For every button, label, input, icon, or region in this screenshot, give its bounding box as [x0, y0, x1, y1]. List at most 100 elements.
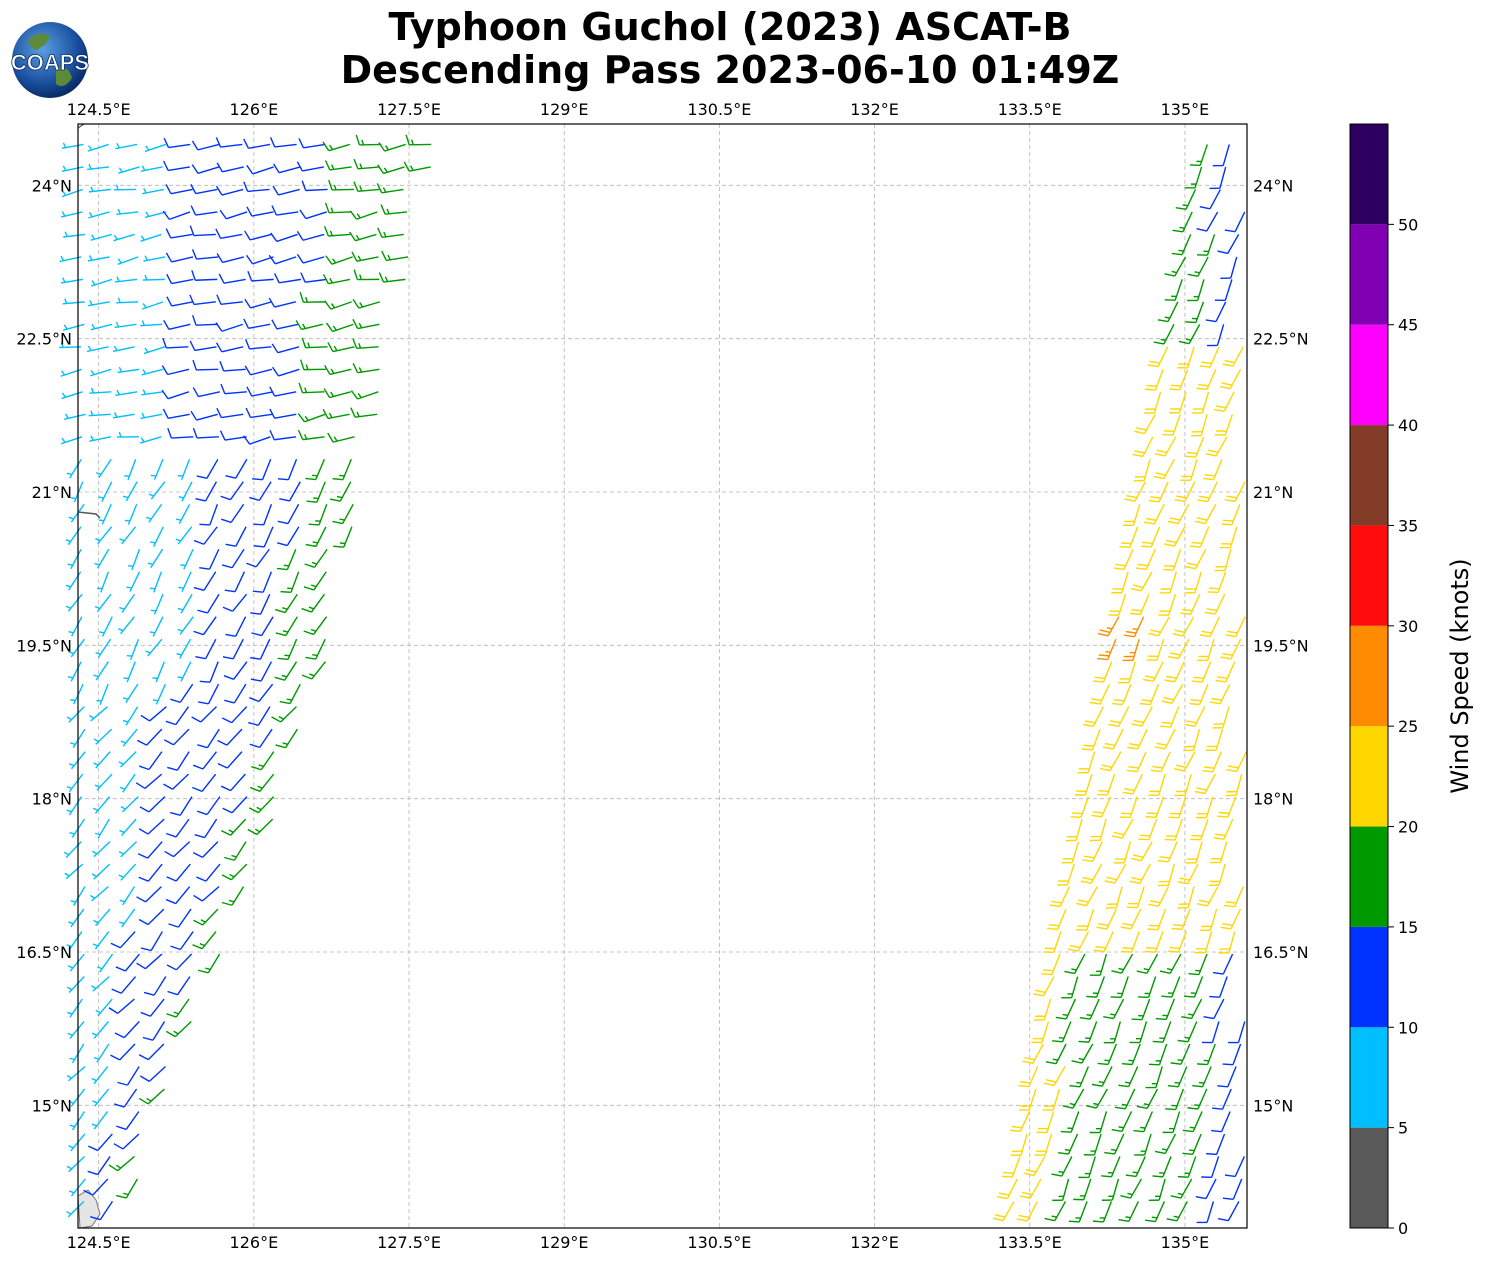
wind-barb	[193, 908, 219, 926]
wind-barb	[165, 886, 191, 905]
wind-barb	[1187, 279, 1205, 302]
colorbar-tick-label: 10	[1398, 1018, 1418, 1037]
wind-barb	[1061, 976, 1079, 999]
wind-barb	[197, 728, 220, 749]
wind-barb	[242, 435, 271, 445]
wind-barb	[1162, 414, 1181, 436]
wind-barb	[299, 209, 327, 220]
wind-barb	[243, 181, 270, 193]
map-gridlines	[78, 124, 1247, 1228]
wind-barb	[94, 548, 110, 569]
wind-barb	[225, 616, 247, 638]
wind-barb	[140, 165, 163, 172]
wind-barb	[111, 976, 137, 994]
wind-barb	[180, 548, 194, 570]
wind-barb	[66, 1155, 86, 1173]
wind-barb	[222, 796, 248, 814]
wind-barb	[250, 593, 271, 615]
wind-barb	[1148, 1043, 1168, 1066]
wind-barb	[1080, 863, 1103, 885]
wind-barb	[1185, 548, 1207, 570]
wind-barb	[162, 337, 189, 349]
wind-barb	[1119, 796, 1138, 819]
wind-barb	[143, 976, 167, 996]
wind-barb	[1192, 1066, 1212, 1088]
wind-barb	[274, 593, 298, 614]
wind-barb	[1147, 908, 1167, 931]
wind-barb	[301, 593, 325, 613]
wind-barb	[215, 228, 243, 239]
wind-barb	[92, 841, 111, 858]
wind-barb	[1189, 144, 1208, 167]
wind-barb	[116, 1111, 140, 1131]
wind-barb	[1197, 481, 1218, 503]
wind-barb	[190, 205, 218, 216]
wind-barb	[1157, 841, 1178, 863]
wind-barb	[1146, 638, 1165, 661]
wind-barb	[1213, 818, 1234, 840]
wind-barb	[1184, 571, 1202, 594]
wind-barb	[1049, 886, 1071, 908]
wind-barb	[138, 908, 165, 926]
wind-barb	[308, 504, 328, 526]
wind-barb	[65, 526, 82, 546]
wind-barb	[1195, 1178, 1217, 1200]
wind-barb	[1225, 616, 1246, 638]
lon-tick-label-top: 126°E	[230, 100, 279, 119]
wind-barb	[332, 503, 354, 525]
wind-barb	[1133, 1111, 1154, 1133]
wind-barb	[268, 297, 297, 308]
wind-barb	[219, 430, 247, 441]
wind-barb	[150, 526, 164, 547]
wind-barb	[1148, 616, 1171, 637]
wind-barb	[1122, 504, 1141, 527]
wind-barb	[116, 297, 139, 304]
colorbar-bin	[1350, 625, 1388, 727]
wind-barb	[1220, 908, 1242, 930]
wind-barb	[167, 751, 190, 771]
wind-barb	[246, 548, 270, 568]
wind-barbs	[59, 134, 1248, 1224]
wind-barb	[141, 389, 164, 396]
wind-barb	[1134, 413, 1156, 435]
wind-barb	[1124, 481, 1146, 502]
wind-barb	[1144, 391, 1162, 414]
wind-barb	[220, 773, 246, 792]
wind-barb	[120, 728, 138, 747]
wind-barb	[1164, 256, 1187, 277]
colorbar-tick-label: 45	[1398, 316, 1418, 335]
lat-tick-label-left: 21°N	[32, 483, 72, 502]
wind-barb	[1196, 369, 1217, 391]
map-title-line2: Descending Pass 2023-06-10 01:49Z	[340, 48, 1120, 92]
wind-barb	[89, 706, 108, 722]
colorbar-bin	[1350, 726, 1388, 827]
wind-barb	[124, 504, 138, 525]
wind-barb	[1217, 1066, 1237, 1088]
wind-barb	[1154, 728, 1176, 750]
wind-barb	[1133, 459, 1151, 482]
wind-barb	[163, 728, 190, 746]
wind-barb	[138, 751, 163, 771]
wind-barb	[93, 908, 111, 927]
wind-barb	[1047, 908, 1067, 931]
wind-barb	[165, 1021, 192, 1038]
wind-barb	[67, 661, 82, 682]
wind-barb	[1121, 931, 1140, 953]
wind-barb	[1189, 683, 1209, 706]
colorbar-frame	[1349, 123, 1389, 1229]
wind-barb	[88, 410, 111, 417]
wind-barb	[325, 255, 353, 265]
wind-barb	[96, 683, 109, 705]
wind-barb	[1205, 728, 1224, 751]
wind-barb	[115, 953, 140, 972]
wind-barb	[175, 503, 191, 525]
colorbar-bin	[1350, 1127, 1388, 1228]
wind-barb	[139, 796, 166, 813]
wind-barb	[332, 459, 352, 481]
wind-barb	[1136, 1088, 1159, 1110]
wind-barb	[1206, 1133, 1226, 1156]
wind-barb	[142, 274, 165, 281]
wind-barb	[295, 320, 323, 331]
wind-barb	[351, 251, 379, 262]
wind-barb	[1121, 1043, 1141, 1066]
